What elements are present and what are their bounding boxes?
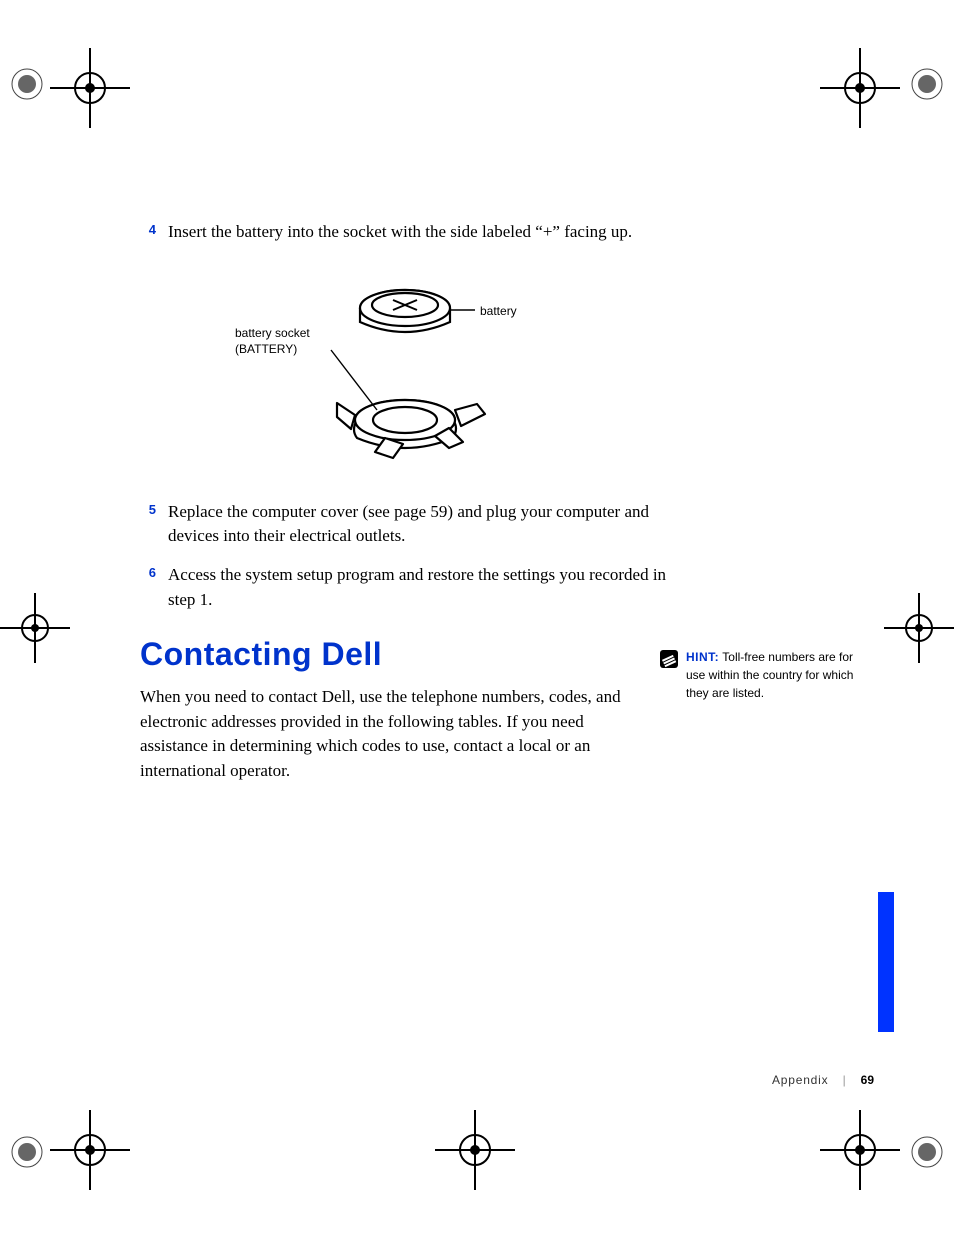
step-text: Replace the computer cover (see page 59)… [168,500,688,549]
figure-label-socket-l2: (BATTERY) [235,342,297,356]
step-4: 4 Insert the battery into the socket wit… [140,220,820,245]
hint-icon [660,650,678,668]
crop-mark-icon [820,1110,900,1190]
figure-label-battery: battery [480,303,517,320]
hint-text: HINT: Toll-free numbers are for use with… [686,648,870,702]
crop-mark-icon [8,65,46,103]
figure-label-socket-l1: battery socket [235,326,310,340]
step-text: Access the system setup program and rest… [168,563,688,612]
battery-diagram-icon [235,270,535,470]
footer-page-number: 69 [861,1073,874,1087]
step-number: 6 [140,563,168,584]
body-paragraph: When you need to contact Dell, use the t… [140,685,640,784]
footer-separator: | [843,1073,847,1087]
step-number: 5 [140,500,168,521]
battery-figure: battery battery socket (BATTERY) [235,270,535,470]
page-footer: Appendix | 69 [772,1073,874,1087]
crop-mark-icon [908,1133,946,1171]
footer-section: Appendix [772,1073,828,1087]
hint-label: HINT: [686,650,719,664]
section-tab [878,892,894,1032]
crop-mark-icon [820,48,900,128]
step-5: 5 Replace the computer cover (see page 5… [140,500,820,549]
crop-mark-icon [50,1110,130,1190]
crop-mark-icon [435,1110,515,1190]
hint-callout: HINT: Toll-free numbers are for use with… [660,648,870,702]
figure-label-socket: battery socket (BATTERY) [235,325,310,359]
step-text: Insert the battery into the socket with … [168,220,688,245]
crop-mark-icon [908,65,946,103]
step-6: 6 Access the system setup program and re… [140,563,820,612]
crop-mark-icon [884,593,954,663]
crop-mark-icon [0,593,70,663]
crop-mark-icon [50,48,130,128]
crop-mark-icon [8,1133,46,1171]
step-number: 4 [140,220,168,241]
